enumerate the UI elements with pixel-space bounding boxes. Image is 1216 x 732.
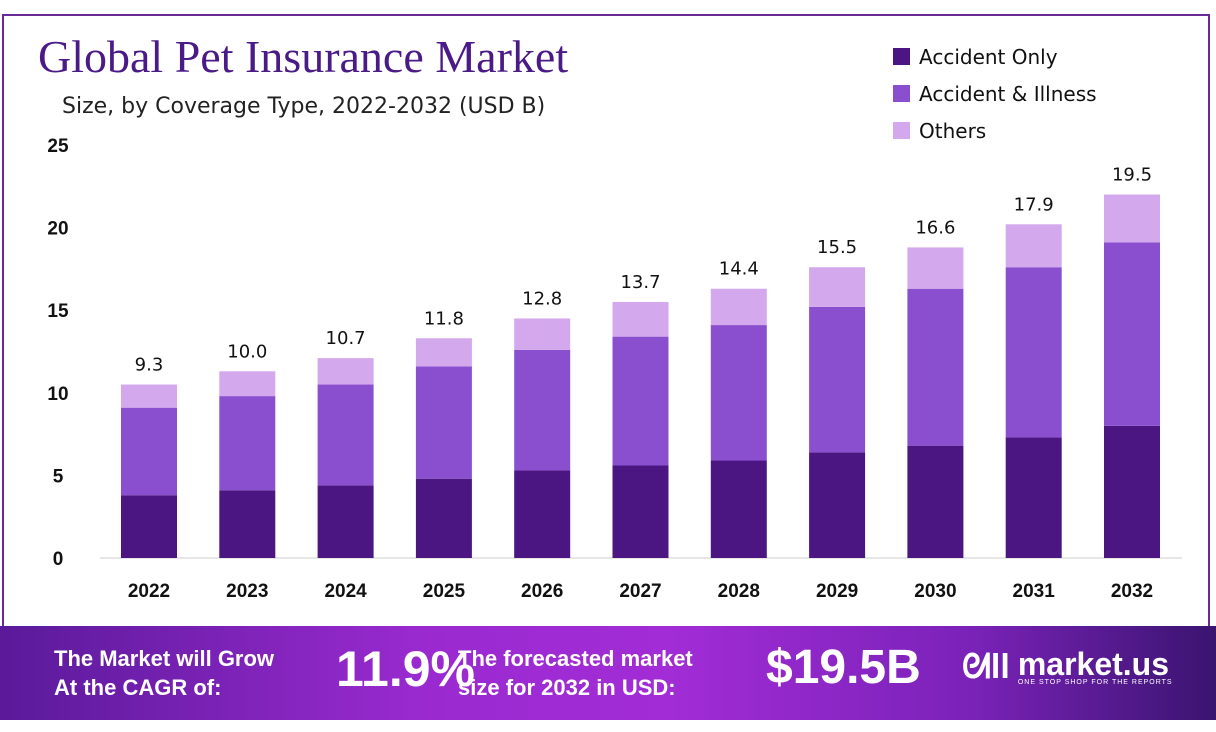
y-tick-label: 20 — [47, 219, 68, 240]
bar-segment-accident-illness — [121, 407, 177, 496]
cagr-value: 11.9% — [336, 641, 476, 697]
total-label: 14.4 — [719, 259, 759, 280]
y-tick-label: 10 — [47, 384, 68, 405]
bar-segment-others — [809, 267, 866, 307]
x-tick-label: 2026 — [521, 581, 563, 602]
bar-segment-others — [317, 358, 374, 385]
logo-icon: ᘛll — [962, 648, 1010, 686]
bar-segment-accident-only — [121, 495, 177, 558]
chart-frame — [2, 14, 1210, 626]
bar-segment-others — [514, 318, 571, 350]
bar-segment-others — [121, 384, 177, 408]
chart-subtitle: Size, by Coverage Type, 2022-2032 (USD B… — [62, 94, 546, 119]
bar-segment-accident-only — [710, 460, 767, 558]
bar-segment-others — [907, 247, 964, 289]
bar-segment-accident-only — [1104, 425, 1160, 558]
legend-swatch — [893, 85, 910, 102]
x-tick-label: 2023 — [226, 581, 268, 602]
y-tick-label: 15 — [47, 301, 69, 322]
bar-segment-accident-illness — [514, 349, 571, 471]
x-tick-label: 2028 — [718, 581, 760, 602]
x-tick-label: 2030 — [914, 581, 956, 602]
total-label: 10.0 — [227, 341, 267, 362]
bar-segment-accident-only — [1005, 437, 1062, 558]
bar-segment-accident-illness — [1104, 242, 1160, 426]
chart-title: Global Pet Insurance Market — [38, 31, 569, 82]
bar-segment-accident-illness — [415, 366, 472, 479]
footer-banner: The Market will Grow At the CAGR of: 11.9… — [0, 626, 1216, 720]
cagr-label: The Market will Grow At the CAGR of: — [54, 646, 275, 700]
bar-segment-others — [219, 371, 276, 397]
bar-segment-accident-only — [809, 452, 866, 558]
x-tick-label: 2024 — [324, 581, 367, 602]
total-label: 16.6 — [915, 217, 955, 238]
total-label: 19.5 — [1112, 165, 1152, 186]
total-label: 11.8 — [424, 308, 464, 329]
legend-item-accident-illness: Accident & Illness — [893, 75, 1097, 112]
bar-segment-accident-only — [612, 465, 669, 558]
bar-segment-accident-only — [415, 478, 472, 558]
x-tick-label: 2032 — [1111, 581, 1153, 602]
bar-segment-accident-only — [514, 470, 571, 558]
bar-segment-accident-illness — [907, 288, 964, 446]
bar-segment-accident-illness — [612, 336, 669, 466]
forecast-label: The forecasted market size for 2032 in US… — [458, 646, 693, 700]
bar-segment-others — [1005, 224, 1062, 268]
total-label: 15.5 — [817, 237, 857, 258]
bar-segment-others — [710, 288, 767, 326]
bar-segment-others — [612, 301, 669, 337]
bar-segment-accident-only — [907, 445, 964, 558]
x-tick-label: 2022 — [128, 581, 170, 602]
y-tick-label: 25 — [47, 136, 69, 157]
bar-segment-accident-illness — [317, 384, 374, 486]
x-tick-label: 2029 — [816, 581, 858, 602]
total-label: 9.3 — [135, 355, 164, 376]
legend-item-accident-only: Accident Only — [893, 38, 1097, 75]
total-label: 13.7 — [620, 272, 660, 293]
market-us-logo: ᘛll market.us ONE STOP SHOP FOR THE REPOR… — [962, 646, 1173, 686]
total-label: 12.8 — [522, 288, 562, 309]
x-tick-label: 2025 — [423, 581, 466, 602]
legend-item-others: Others — [893, 112, 1097, 149]
forecast-value: $19.5B — [766, 641, 921, 694]
bar-segment-accident-illness — [1005, 267, 1062, 438]
bar-segment-accident-illness — [809, 306, 866, 453]
bar-segment-accident-illness — [219, 396, 276, 491]
y-tick-label: 0 — [53, 549, 64, 570]
legend-swatch — [893, 122, 910, 139]
bar-chart: 05101520259.3202210.0202310.7202411.8202… — [47, 136, 1182, 602]
x-tick-label: 2027 — [619, 581, 661, 602]
legend-swatch — [893, 48, 910, 65]
total-label: 17.9 — [1014, 194, 1054, 215]
legend: Accident Only Accident & Illness Others — [893, 38, 1097, 149]
bar-segment-others — [415, 338, 472, 367]
bar-segment-accident-only — [219, 490, 276, 558]
bar-segment-accident-illness — [710, 325, 767, 461]
bar-segment-others — [1104, 194, 1160, 243]
x-tick-label: 2031 — [1013, 581, 1056, 602]
y-tick-label: 5 — [53, 466, 64, 487]
bar-segment-accident-only — [317, 485, 374, 558]
total-label: 10.7 — [326, 328, 366, 349]
